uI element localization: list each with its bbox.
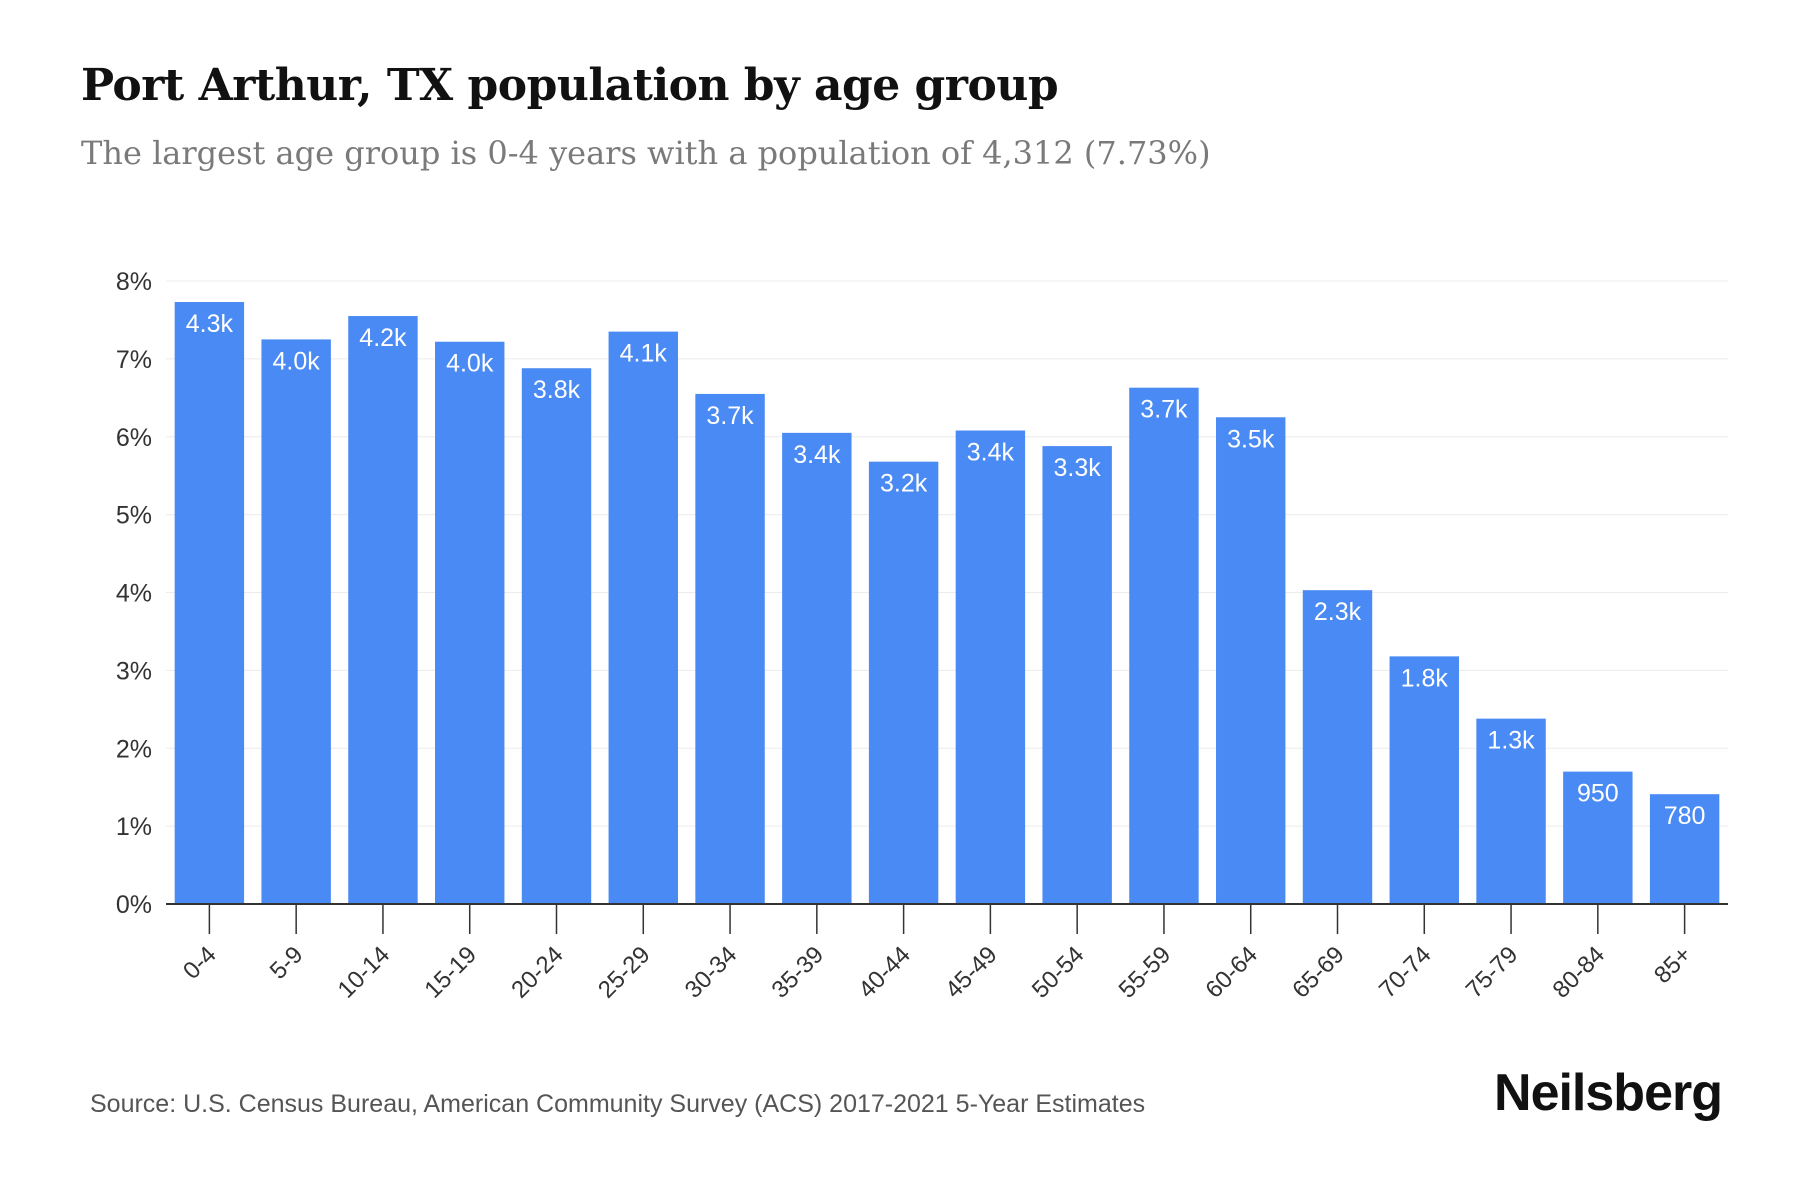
- source-note: Source: U.S. Census Bureau, American Com…: [90, 1090, 1146, 1118]
- bar: [868, 461, 939, 904]
- x-tick-label: 45-49: [940, 941, 1003, 1004]
- bar: [955, 430, 1026, 904]
- bar-value-label: 3.4k: [793, 441, 841, 469]
- chart-title: Port Arthur, TX population by age group: [81, 60, 1059, 111]
- bar-value-label: 950: [1577, 780, 1619, 808]
- x-tick-label: 40-44: [853, 941, 916, 1004]
- bar: [521, 368, 592, 905]
- y-tick-label: 8%: [116, 268, 152, 296]
- bar: [1649, 794, 1720, 904]
- bar-value-label: 4.3k: [186, 310, 234, 338]
- bar: [174, 302, 245, 904]
- x-tick-label: 0-4: [178, 941, 222, 985]
- y-tick-label: 5%: [116, 502, 152, 530]
- bar-value-label: 3.5k: [1227, 425, 1275, 453]
- bar-value-label: 4.1k: [620, 340, 668, 368]
- bar-value-label: 3.7k: [1140, 396, 1188, 424]
- bar-value-label: 1.3k: [1487, 727, 1535, 755]
- bar: [1216, 417, 1286, 904]
- y-tick-label: 3%: [116, 657, 152, 685]
- x-tick-label: 10-14: [333, 941, 396, 1004]
- x-tick-label: 20-24: [506, 941, 569, 1004]
- x-tick-label: 30-34: [680, 941, 743, 1004]
- bar: [1302, 590, 1373, 904]
- bar-value-label: 2.3k: [1314, 598, 1362, 626]
- brand-logo: Neilsberg: [1494, 1064, 1723, 1122]
- y-tick-label: 6%: [116, 424, 152, 452]
- bar-value-label: 3.7k: [706, 402, 754, 430]
- bar: [1476, 718, 1546, 904]
- x-tick-label: 70-74: [1374, 941, 1437, 1004]
- bar-value-label: 4.2k: [359, 324, 407, 352]
- x-tick-label: 5-9: [265, 941, 309, 985]
- bar-value-label: 4.0k: [273, 347, 321, 375]
- bar: [695, 393, 765, 904]
- y-tick-label: 1%: [116, 813, 152, 841]
- bar-value-label: 3.4k: [967, 439, 1015, 467]
- bar-value-label: 4.0k: [446, 350, 494, 378]
- x-tick-label: 15-19: [419, 941, 482, 1004]
- bar-value-label: 3.8k: [533, 376, 581, 404]
- bar: [261, 339, 331, 904]
- x-tick-label: 80-84: [1548, 941, 1611, 1004]
- y-tick-label: 4%: [116, 580, 152, 608]
- bar: [608, 331, 678, 904]
- x-tick-label: 65-69: [1287, 941, 1350, 1004]
- x-tick-label: 60-64: [1200, 941, 1263, 1004]
- x-tick-label: 55-59: [1114, 941, 1177, 1004]
- x-tick-label: 50-54: [1027, 941, 1090, 1004]
- chart-subtitle: The largest age group is 0-4 years with …: [81, 134, 1211, 172]
- bar: [782, 432, 852, 904]
- x-tick-label: 75-79: [1461, 941, 1524, 1004]
- y-tick-label: 0%: [116, 891, 152, 919]
- x-tick-label: 85+: [1649, 941, 1697, 989]
- bar: [1389, 656, 1459, 904]
- bar: [1042, 446, 1112, 904]
- x-tick-label: 25-29: [593, 941, 656, 1004]
- bar-value-label: 780: [1664, 802, 1706, 830]
- bar: [435, 341, 505, 904]
- y-tick-label: 2%: [116, 735, 152, 763]
- bar: [1563, 771, 1633, 904]
- x-tick-label: 35-39: [767, 941, 830, 1004]
- bar: [348, 316, 418, 904]
- bar-value-label: 3.3k: [1054, 454, 1102, 482]
- y-tick-label: 7%: [116, 346, 152, 374]
- bar-value-label: 1.8k: [1401, 664, 1449, 692]
- bar: [1129, 387, 1199, 905]
- bar-value-label: 3.2k: [880, 470, 928, 498]
